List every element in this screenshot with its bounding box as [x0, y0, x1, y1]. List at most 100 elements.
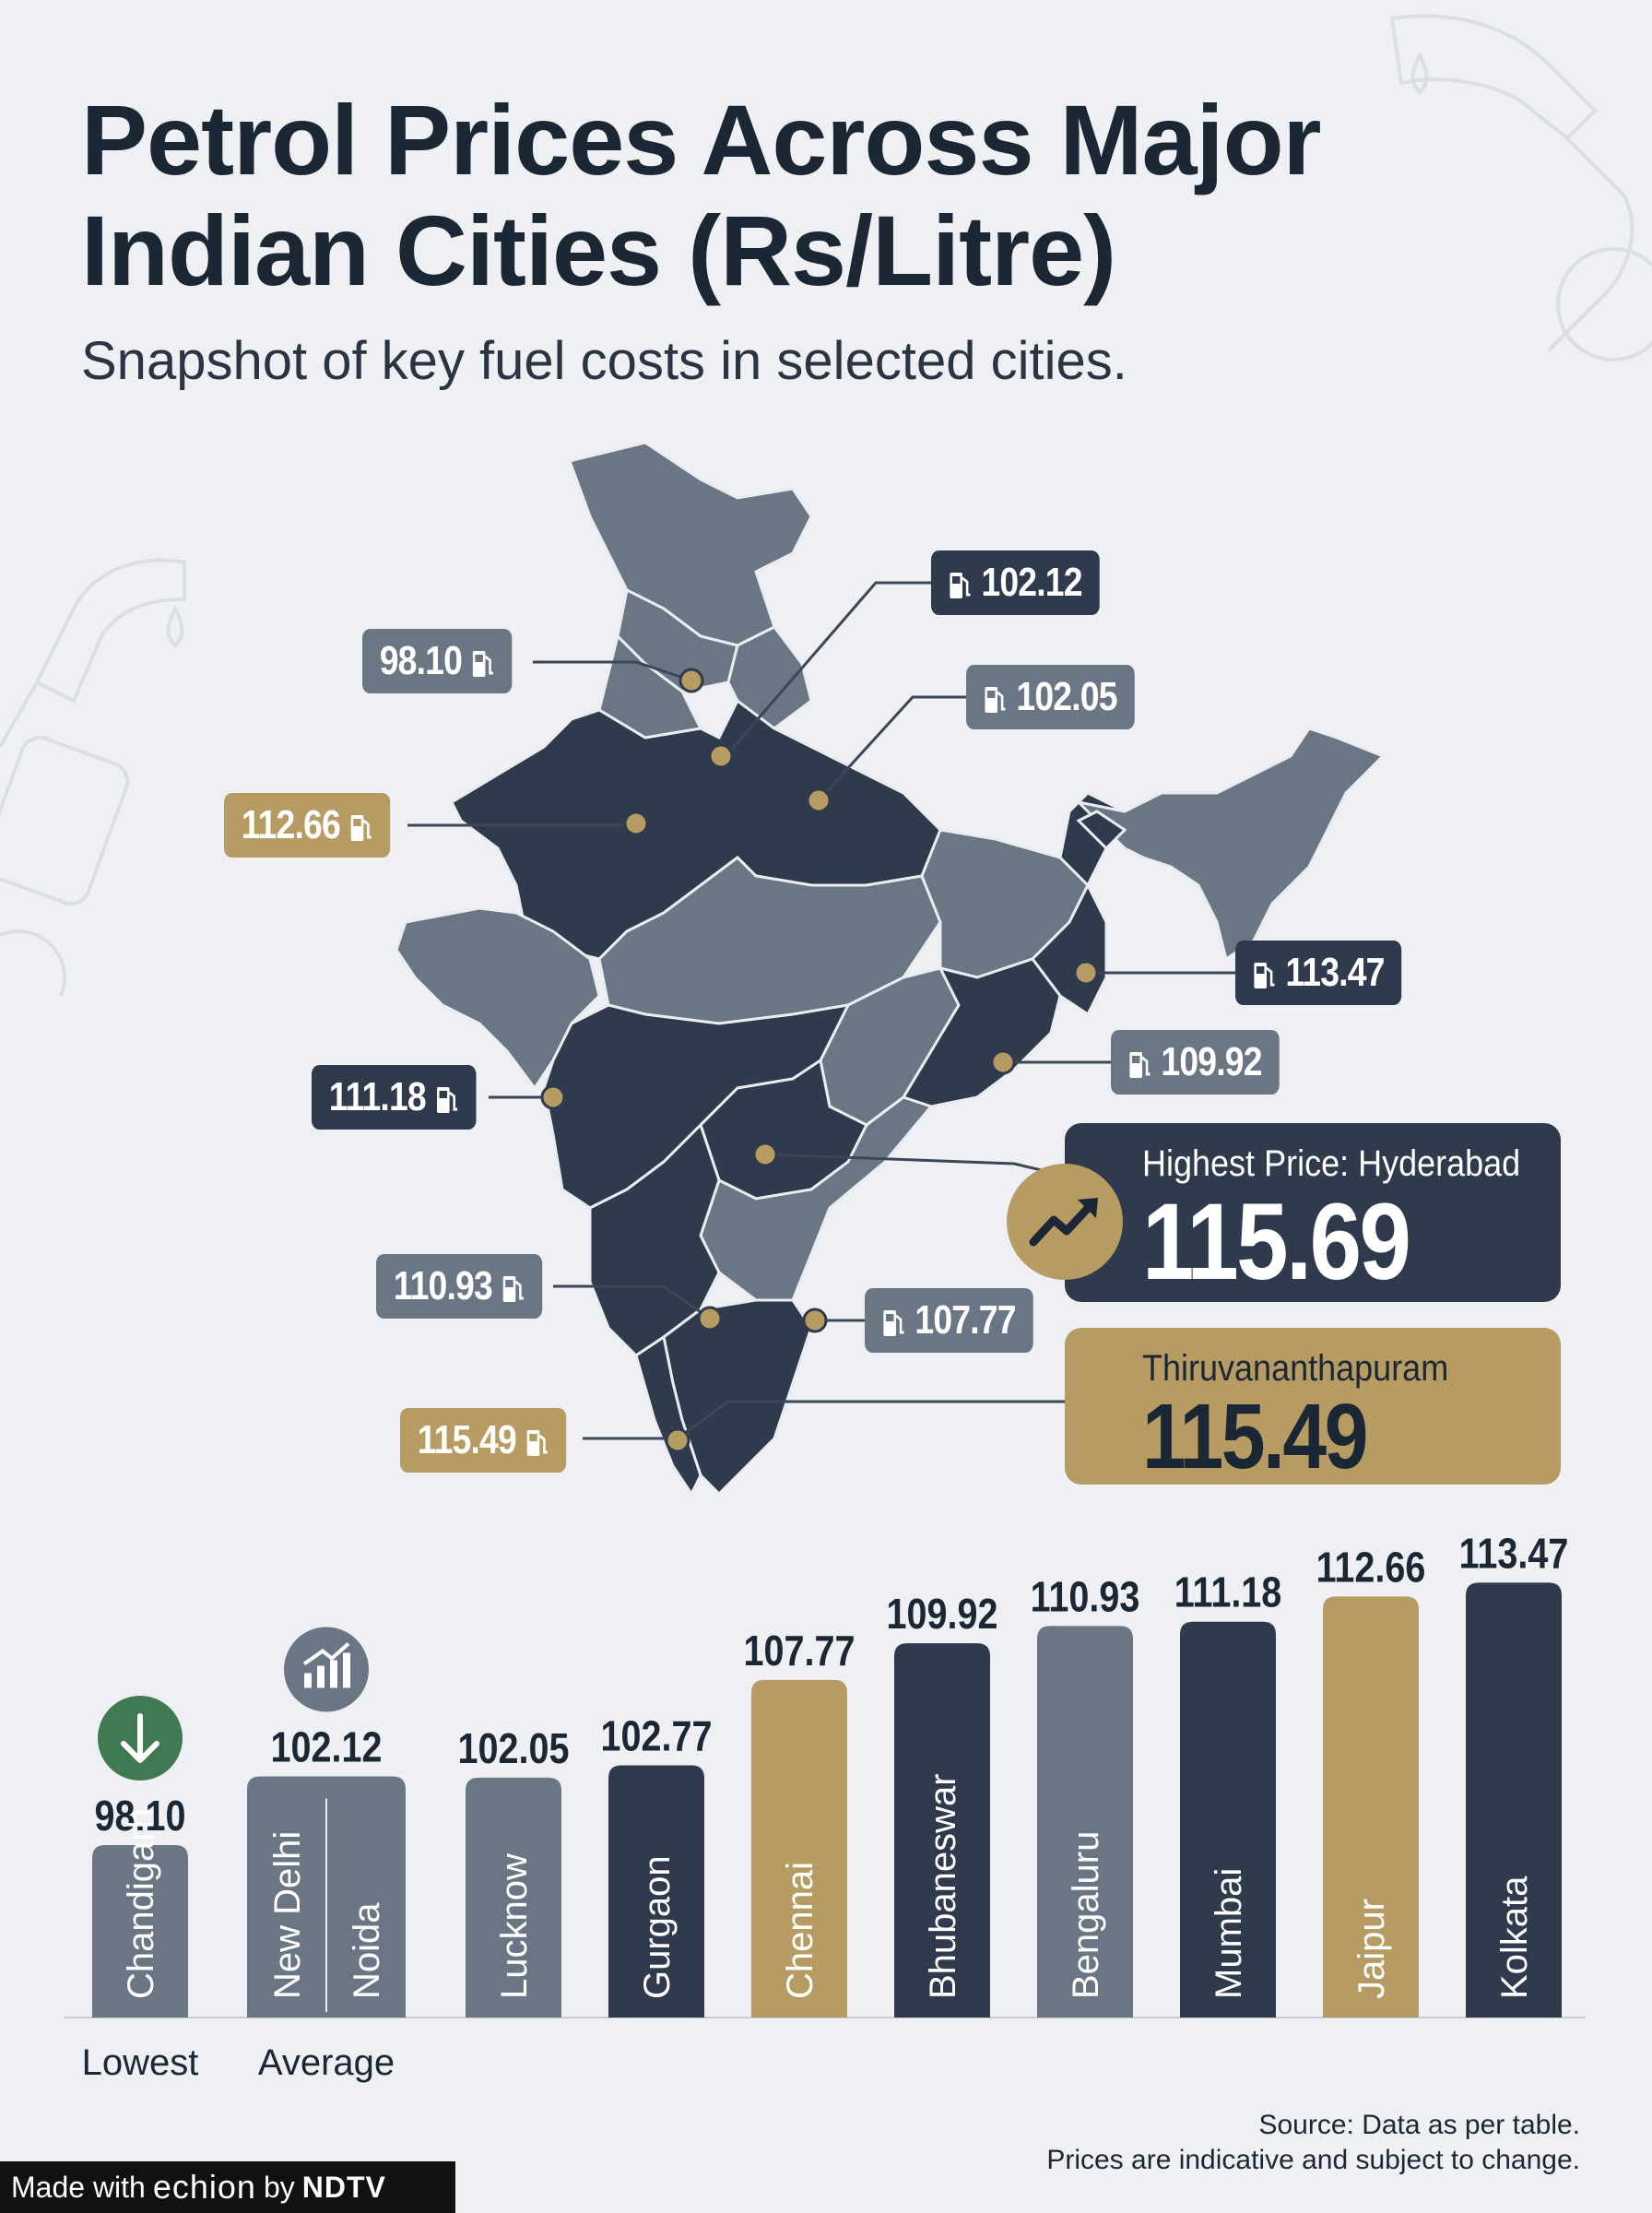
bar-annotation-label: Average: [258, 2042, 395, 2083]
bar-chandigarh: [92, 1844, 188, 2018]
map-region-odisha: [901, 957, 1062, 1108]
trend-up-icon: [1007, 1164, 1123, 1280]
fuel-pump-icon: [1253, 956, 1277, 989]
thiruvananthapuram-label: Thiruvananthapuram: [1142, 1348, 1449, 1389]
leader-lucknow: [817, 695, 968, 802]
dot-hyderabad: [752, 1142, 778, 1167]
map-tag-jaipur: 112.66: [224, 793, 391, 858]
brand-footer: Made with echion by NDTV: [0, 2161, 455, 2213]
bar-category-label: Noida: [347, 1902, 387, 1999]
highest-price-callout: Highest Price: Hyderabad 115.69: [1065, 1123, 1561, 1302]
map-tag-value: 102.12: [981, 560, 1082, 605]
echion-logo: echion: [152, 2168, 256, 2206]
bar-category-label: New Delhi: [267, 1831, 308, 1999]
dot-chennai: [802, 1308, 828, 1333]
bar-category-label: Kolkata: [1494, 1876, 1535, 1999]
bar-category-label: Chennai: [780, 1862, 820, 1999]
fuel-pump-icon: [471, 645, 495, 678]
map-tag-bengaluru: 110.93: [376, 1254, 543, 1319]
map-tag-value: 102.05: [1016, 674, 1117, 719]
source-line-2: Prices are indicative and subject to cha…: [1046, 2145, 1580, 2175]
dot-mumbai: [540, 1084, 566, 1110]
bar-category-label: Gurgaon: [637, 1855, 678, 1999]
map-tag-mumbai: 111.18: [312, 1065, 477, 1130]
arrow-down-icon-glyph: [121, 1712, 159, 1763]
map-tag-chennai: 107.77: [865, 1288, 1033, 1353]
fuel-pump-icon: [1128, 1046, 1152, 1079]
bar-value-label: 110.93: [1031, 1574, 1140, 1621]
map-tag-chandigarh: 98.10: [362, 629, 513, 693]
bar-value-label: 113.47: [1459, 1531, 1569, 1578]
fuel-pump-icon: [525, 1424, 549, 1457]
bar-bengaluru: [1037, 1626, 1133, 2018]
map-tag-value: 115.49: [417, 1417, 517, 1462]
map-region-north: [568, 441, 813, 647]
map-tag-kolkata: 113.47: [1235, 941, 1402, 1005]
bar-category-label: Lucknow: [494, 1853, 535, 1999]
thiruvananthapuram-callout: Thiruvananthapuram 115.49: [1065, 1328, 1561, 1485]
bar-chart-icon-glyph: [304, 1652, 350, 1688]
bar-lucknow: [466, 1777, 561, 2018]
fuel-nozzle-decoration-left-icon: [0, 558, 186, 996]
bar-value-label: 102.05: [458, 1725, 570, 1772]
highest-price-value: 115.69: [1142, 1181, 1411, 1303]
map-tag-value: 112.66: [241, 802, 341, 847]
bar-value-label: 109.92: [887, 1591, 998, 1638]
map-tag-value: 110.93: [393, 1263, 493, 1308]
map-tag-delhi: 102.12: [931, 550, 1100, 615]
bar-bhubaneswar: [894, 1643, 990, 2018]
map-tag-value: 109.92: [1161, 1039, 1262, 1084]
map-region-karnataka: [588, 1122, 721, 1357]
map-tag-bhubaneswar: 109.92: [1111, 1030, 1280, 1095]
bar-category-label: Bengaluru: [1066, 1831, 1106, 1999]
dot-lucknow: [806, 787, 832, 813]
bar-annotation-label: Lowest: [82, 2042, 199, 2083]
leader-delhi: [719, 581, 931, 763]
highest-price-label: Highest Price: Hyderabad: [1142, 1143, 1521, 1184]
map-tag-value: 107.77: [914, 1297, 1016, 1343]
bar-jaipur: [1323, 1596, 1419, 2018]
leader-bengaluru: [553, 1284, 711, 1320]
fuel-nozzle-decoration-top-icon: [1389, 14, 1652, 361]
fuel-pump-icon: [502, 1270, 525, 1303]
bar-category-label: Bhubaneswar: [923, 1773, 963, 1999]
bar-category-label: Jaipur: [1351, 1899, 1392, 1999]
fuel-pump-icon: [984, 680, 1008, 714]
ndtv-logo: NDTV: [301, 2170, 386, 2204]
map-region-uttarakhand: [726, 625, 813, 730]
brand-by-label: by: [263, 2170, 295, 2204]
thiruvananthapuram-value: 115.49: [1142, 1385, 1368, 1488]
bar-category-label: Mumbai: [1209, 1868, 1249, 1999]
bar-gurgaon: [608, 1765, 704, 2018]
fuel-pump-icon: [949, 566, 973, 599]
dot-chandigarh: [678, 668, 704, 693]
map-region-northeast: [1074, 727, 1386, 962]
map-tag-value: 113.47: [1285, 950, 1385, 995]
dot-delhi: [708, 743, 734, 769]
fuel-pump-icon: [882, 1304, 906, 1337]
city-dots: [540, 668, 1099, 1453]
map-tag-value: 98.10: [379, 638, 463, 683]
bar-mumbai: [1180, 1621, 1276, 2018]
bar-value-label: 98.10: [95, 1793, 186, 1840]
source-note: Source: Data as per table. Prices are in…: [1046, 2108, 1580, 2178]
bar-value-label: 102.12: [271, 1724, 383, 1771]
dot-jaipur: [623, 811, 649, 836]
bar-category-label: Chandigarh: [121, 1808, 161, 1999]
trend-line-glyph: [302, 1642, 350, 1666]
page-title: Petrol Prices Across Major Indian Cities…: [81, 84, 1322, 306]
bar-value-label: 111.18: [1174, 1569, 1282, 1616]
made-with-label: Made with: [11, 2170, 146, 2204]
bar-value-label: 112.66: [1316, 1544, 1426, 1592]
dot-kolkata: [1073, 960, 1099, 986]
dot-thiru: [665, 1427, 690, 1453]
map-tag-value: 111.18: [328, 1074, 427, 1119]
page-subtitle: Snapshot of key fuel costs in selected c…: [81, 331, 1127, 391]
bar-chart-trend-icon: [284, 1627, 369, 1712]
bar-value-label: 107.77: [744, 1627, 856, 1675]
map-region-sikkim: [1076, 810, 1127, 851]
dot-bhubaneswar: [990, 1049, 1016, 1075]
leader-thiru: [583, 1400, 1065, 1440]
bar-value-label: 102.77: [601, 1713, 713, 1760]
